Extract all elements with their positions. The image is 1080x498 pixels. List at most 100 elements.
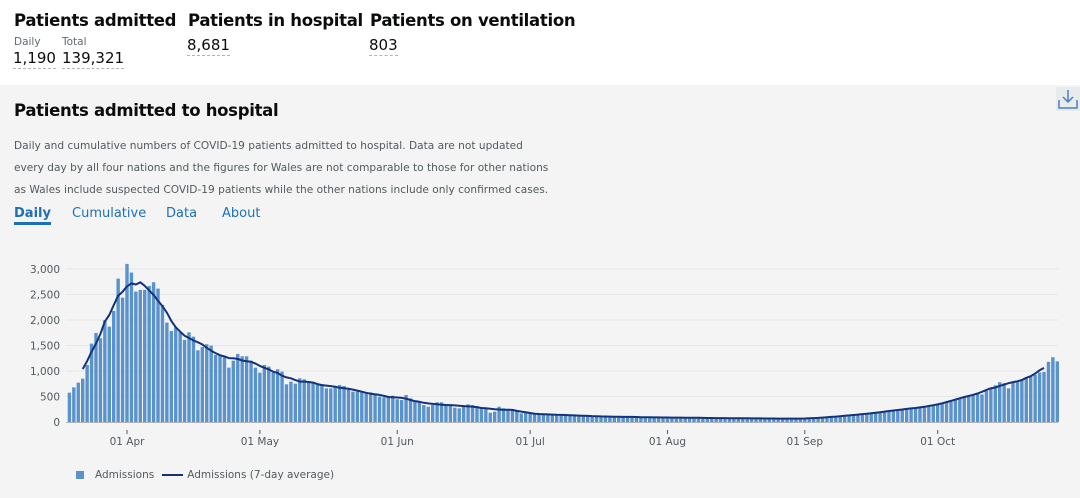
admissions-bar [617, 416, 621, 422]
admissions-bar [710, 417, 714, 422]
admissions-bar [422, 405, 426, 422]
admissions-bar [807, 418, 811, 422]
admissions-bar [665, 417, 670, 422]
admissions-bar [430, 405, 435, 422]
admissions-bar [280, 371, 284, 422]
admissions-bar [745, 418, 749, 422]
admissions-bar [351, 391, 355, 422]
in-hospital-value[interactable]: 8,681 [187, 36, 230, 56]
tab-daily[interactable]: Daily [14, 206, 51, 225]
admissions-bar [134, 291, 138, 422]
x-tick-label: 01 Apr [110, 436, 146, 448]
tab-about[interactable]: About [222, 206, 261, 221]
admissions-bar [732, 418, 736, 422]
admissions-bar [842, 415, 847, 422]
ventilation-value[interactable]: 803 [369, 36, 398, 56]
admissions-bar [439, 402, 444, 422]
admissions-bar [240, 356, 244, 422]
admissions-bar [249, 360, 253, 422]
admissions-bar [829, 416, 834, 422]
admissions-bar [156, 288, 160, 422]
admissions-bar [342, 385, 346, 422]
admissions-bar [218, 355, 222, 422]
admissions-bar [373, 393, 377, 422]
tab-cumulative[interactable]: Cumulative [72, 206, 147, 221]
admissions-bar [461, 405, 466, 422]
admissions-bar [679, 417, 683, 422]
admissions-bar [625, 416, 630, 422]
admissions-bar [484, 408, 488, 422]
admissions-bar [1046, 361, 1051, 422]
admissions-bar [510, 409, 515, 422]
admissions-bar [213, 354, 218, 422]
admissions-bar [811, 418, 816, 422]
admissions-bar [337, 384, 342, 422]
admissions-bar [958, 398, 962, 422]
admissions-bar [311, 382, 315, 422]
admissions-bar [555, 414, 559, 422]
admissions-card: Patients admitted to hospital Daily and … [0, 85, 1080, 498]
admissions-bar [386, 396, 391, 422]
admissions-bar [559, 414, 563, 422]
admissions-bar [182, 339, 187, 422]
admissions-bar [913, 408, 918, 422]
admissions-bar [656, 417, 661, 422]
admissions-bar [528, 413, 532, 422]
admissions-bar [302, 379, 306, 422]
admissions-bar [705, 417, 710, 422]
admissions-bar [515, 410, 519, 422]
download-icon [1058, 90, 1078, 109]
admissions-bar [470, 405, 475, 422]
admissions-bar [590, 415, 594, 422]
admissions-bar [780, 418, 785, 422]
admissions-bar [935, 404, 940, 422]
admissions-bar [962, 397, 966, 422]
admitted-daily-label: Daily [14, 36, 41, 48]
admissions-bar [816, 417, 820, 422]
admissions-bar [120, 297, 125, 422]
admissions-bar [918, 407, 922, 422]
admissions-bar [1037, 372, 1042, 422]
admissions-bar [1033, 374, 1037, 422]
admissions-bar [794, 418, 798, 422]
admissions-bar [453, 407, 457, 422]
admitted-total-value[interactable]: 139,321 [62, 49, 125, 69]
admissions-bar [683, 417, 687, 422]
admissions-bar [953, 399, 958, 422]
admissions-bar [417, 401, 422, 422]
admissions-bar [975, 393, 980, 422]
download-button[interactable] [1056, 87, 1080, 111]
admissions-bar [165, 322, 169, 422]
admissions-bar [1051, 357, 1055, 422]
admissions-bar [200, 346, 205, 422]
admissions-bar [687, 417, 692, 422]
admissions-bar [191, 336, 196, 422]
admissions-bar [772, 418, 776, 422]
admissions-bar [275, 369, 280, 422]
admissions-bar [315, 384, 320, 422]
admissions-bar [368, 392, 373, 422]
y-tick-label: 1,500 [30, 341, 60, 353]
admissions-bar [856, 414, 860, 422]
admissions-bar [448, 405, 453, 422]
admitted-daily-value[interactable]: 1,190 [13, 49, 56, 69]
y-tick-label: 1,000 [30, 366, 60, 378]
admissions-bar [360, 391, 364, 422]
admissions-bar [661, 417, 665, 422]
admissions-bar [81, 378, 85, 422]
tab-data[interactable]: Data [166, 206, 198, 221]
admissions-bar [789, 418, 794, 422]
admissions-bar [834, 416, 838, 422]
admissions-bar [767, 418, 772, 422]
admissions-bar [497, 406, 501, 422]
admissions-bar [944, 402, 949, 422]
admissions-bar [940, 403, 944, 422]
admissions-bar [205, 344, 209, 422]
admissions-bar [847, 415, 851, 422]
admissions-bar [289, 381, 293, 422]
admissions-bar [599, 416, 603, 422]
admissions-bar [980, 394, 984, 422]
admissions-bar [949, 401, 953, 422]
admissions-bar [444, 403, 448, 422]
y-tick-label: 3,000 [30, 264, 60, 276]
